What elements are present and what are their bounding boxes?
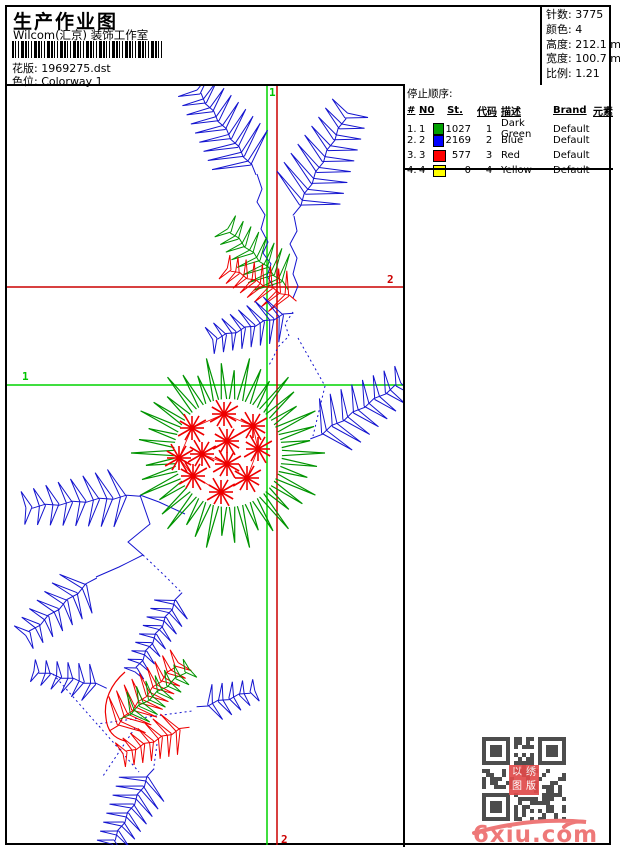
qr-code: [482, 737, 566, 821]
pattern-file-label: 花版:: [12, 62, 38, 75]
start-marker-top: 1: [269, 86, 276, 99]
start-marker-left: 1: [22, 370, 29, 383]
table-bottom-line: [405, 168, 613, 170]
table-row: 4. 4 0 4 Yellow Default: [407, 164, 590, 177]
swoosh-icon: [472, 818, 587, 835]
pattern-file-line: 花版: 1969275.dst: [12, 60, 111, 76]
page-border: [5, 5, 611, 845]
table-row: 1. 1 1027 1 Dark Green Default: [407, 118, 590, 140]
color-swatch: [433, 164, 446, 177]
stats-panel: 针数: 3775 颜色: 4 高度: 212.1 mm 宽度: 100.7 mm…: [546, 8, 620, 82]
pattern-file-value: 1969275.dst: [41, 62, 111, 75]
end-marker-bottom: 2: [281, 833, 288, 846]
color-swatch: [433, 134, 444, 147]
panel-divider-line: [403, 84, 405, 847]
page-title: 生产作业图: [13, 11, 119, 33]
table-row: 3. 3 577 3 Red Default: [407, 149, 590, 162]
table-row: 2. 2 2169 2 Blue Default: [407, 134, 590, 147]
design-canvas: 1 1 2 2: [7, 86, 403, 845]
studio-name: Wilcom(汇京) 装饰工作室: [13, 28, 149, 42]
end-marker-right: 2: [387, 273, 394, 286]
barcode: [12, 41, 162, 58]
stats-divider-line: [540, 5, 542, 85]
stop-sequence-header-row: # N0 St. 代码 描述 Brand 元素: [407, 105, 613, 118]
embroidery-design: [7, 86, 403, 845]
color-swatch: [433, 149, 446, 162]
design-height: 高度: 212.1 mm: [546, 37, 620, 51]
color-count: 颜色: 4: [546, 22, 583, 36]
stop-sequence-panel: 停止顺序: # N0 St. 代码 描述 Brand 元素 1. 1 1027 …: [407, 86, 613, 178]
header-bottom-line: [5, 84, 405, 86]
stitch-count: 针数: 3775: [546, 8, 604, 21]
red-stamp: 以绣图版: [509, 765, 539, 795]
design-scale: 比例: 1.21: [546, 67, 600, 81]
design-width: 宽度: 100.7 mm: [546, 52, 620, 66]
watermark-logo: 6xiu.com: [468, 818, 603, 848]
color-swatch: [433, 123, 444, 135]
stop-sequence-title: 停止顺序:: [407, 88, 453, 100]
